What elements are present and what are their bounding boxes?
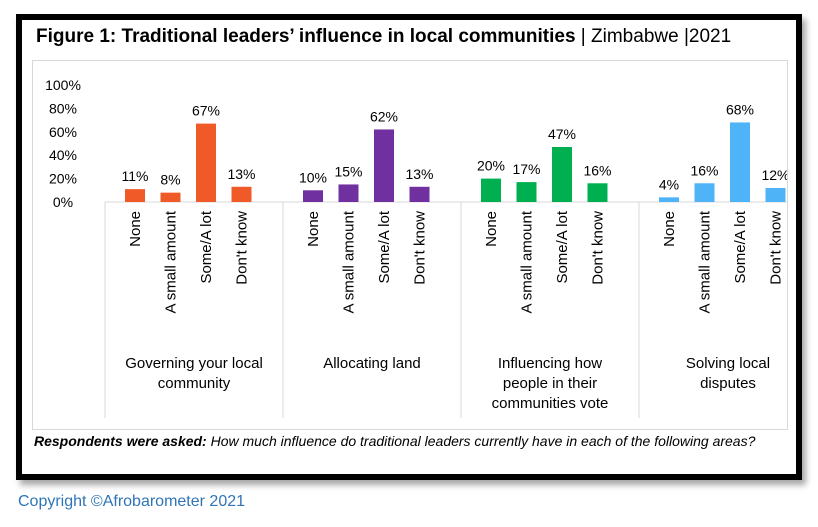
title-separator-2: | [678,26,689,47]
figure-title: Figure 1: Traditional leaders’ influence… [36,26,731,48]
bar [125,189,145,202]
group-label: Solving local [686,355,770,372]
survey-note: Respondents were asked: How much influen… [34,432,794,450]
data-label: 47% [548,126,576,142]
bar [694,183,715,202]
bar [730,122,750,202]
bar [196,123,216,202]
data-label: 15% [334,163,362,179]
category-tick-label: None [305,211,322,247]
category-tick-label: Some/A lot [198,210,215,283]
group-label: Governing your local [125,355,263,372]
category-tick-label: None [661,211,678,247]
bar [374,129,394,202]
bar [303,190,323,202]
data-label: 12% [761,167,787,183]
title-year: 2021 [688,26,732,47]
bar [765,187,786,202]
bar [481,178,501,202]
category-tick-label: Some/A lot [376,210,393,283]
bar [338,184,359,202]
category-tick-label: Some/A lot [732,210,749,283]
category-tick-label: None [127,211,144,247]
y-tick-label: 40% [49,147,77,163]
data-label: 4% [659,176,679,192]
data-label: 8% [160,172,180,188]
y-tick-label: 80% [49,100,77,116]
data-label: 16% [583,162,611,178]
group-label: disputes [700,375,756,392]
data-label: 20% [477,158,505,174]
data-label: 17% [512,161,540,177]
bar [587,183,608,202]
bar-chart: 100% 80% 60% 40% 20% 0% 11% None 8% A small amoun… [45,77,787,418]
copyright-text: Copyright ©Afrobarometer 2021 [18,493,246,510]
group-label: communities vote [492,395,609,412]
data-label: 62% [370,108,398,124]
bar [659,197,679,202]
category-tick-label: A small amount [341,210,358,313]
data-label: 13% [227,166,255,182]
bar [552,147,572,202]
category-tick-label: A small amount [163,210,180,313]
data-label: 11% [122,168,149,184]
y-tick-label: 20% [49,171,77,187]
figure-frame: Figure 1: Traditional leaders’ influence… [16,14,802,480]
category-tick-label: A small amount [697,210,714,313]
title-main: Figure 1: Traditional leaders’ influence… [36,26,576,47]
note-lead: Respondents were asked: [34,433,207,449]
category-tick-label: Don't know [412,211,429,285]
bar [516,182,537,202]
y-tick-label: 100% [45,77,81,93]
group-label: people in their [503,375,597,392]
category-tick-label: Don't know [768,211,785,285]
category-tick-label: Don't know [590,211,607,285]
note-text: How much influence do traditional leader… [206,433,756,449]
data-label: 10% [299,169,327,185]
data-label: 67% [192,103,220,119]
group-label: Influencing how [498,355,602,372]
title-separator: | [575,26,592,47]
bar [409,186,430,202]
category-tick-label: A small amount [519,210,536,313]
data-label: 13% [405,166,433,182]
group-label: Allocating land [323,355,421,372]
chart-area: 100% 80% 60% 40% 20% 0% 11% None 8% A small amoun… [32,60,788,430]
y-tick-label: 60% [49,124,77,140]
group-label: community [158,375,231,392]
category-tick-label: Don't know [234,211,251,285]
category-tick-label: None [483,211,500,247]
bar [160,192,181,202]
bar [231,186,252,202]
category-tick-label: Some/A lot [554,210,571,283]
title-country: Zimbabwe [591,26,679,47]
data-label: 16% [690,162,718,178]
data-label: 68% [726,101,754,117]
y-tick-label: 0% [53,194,73,210]
